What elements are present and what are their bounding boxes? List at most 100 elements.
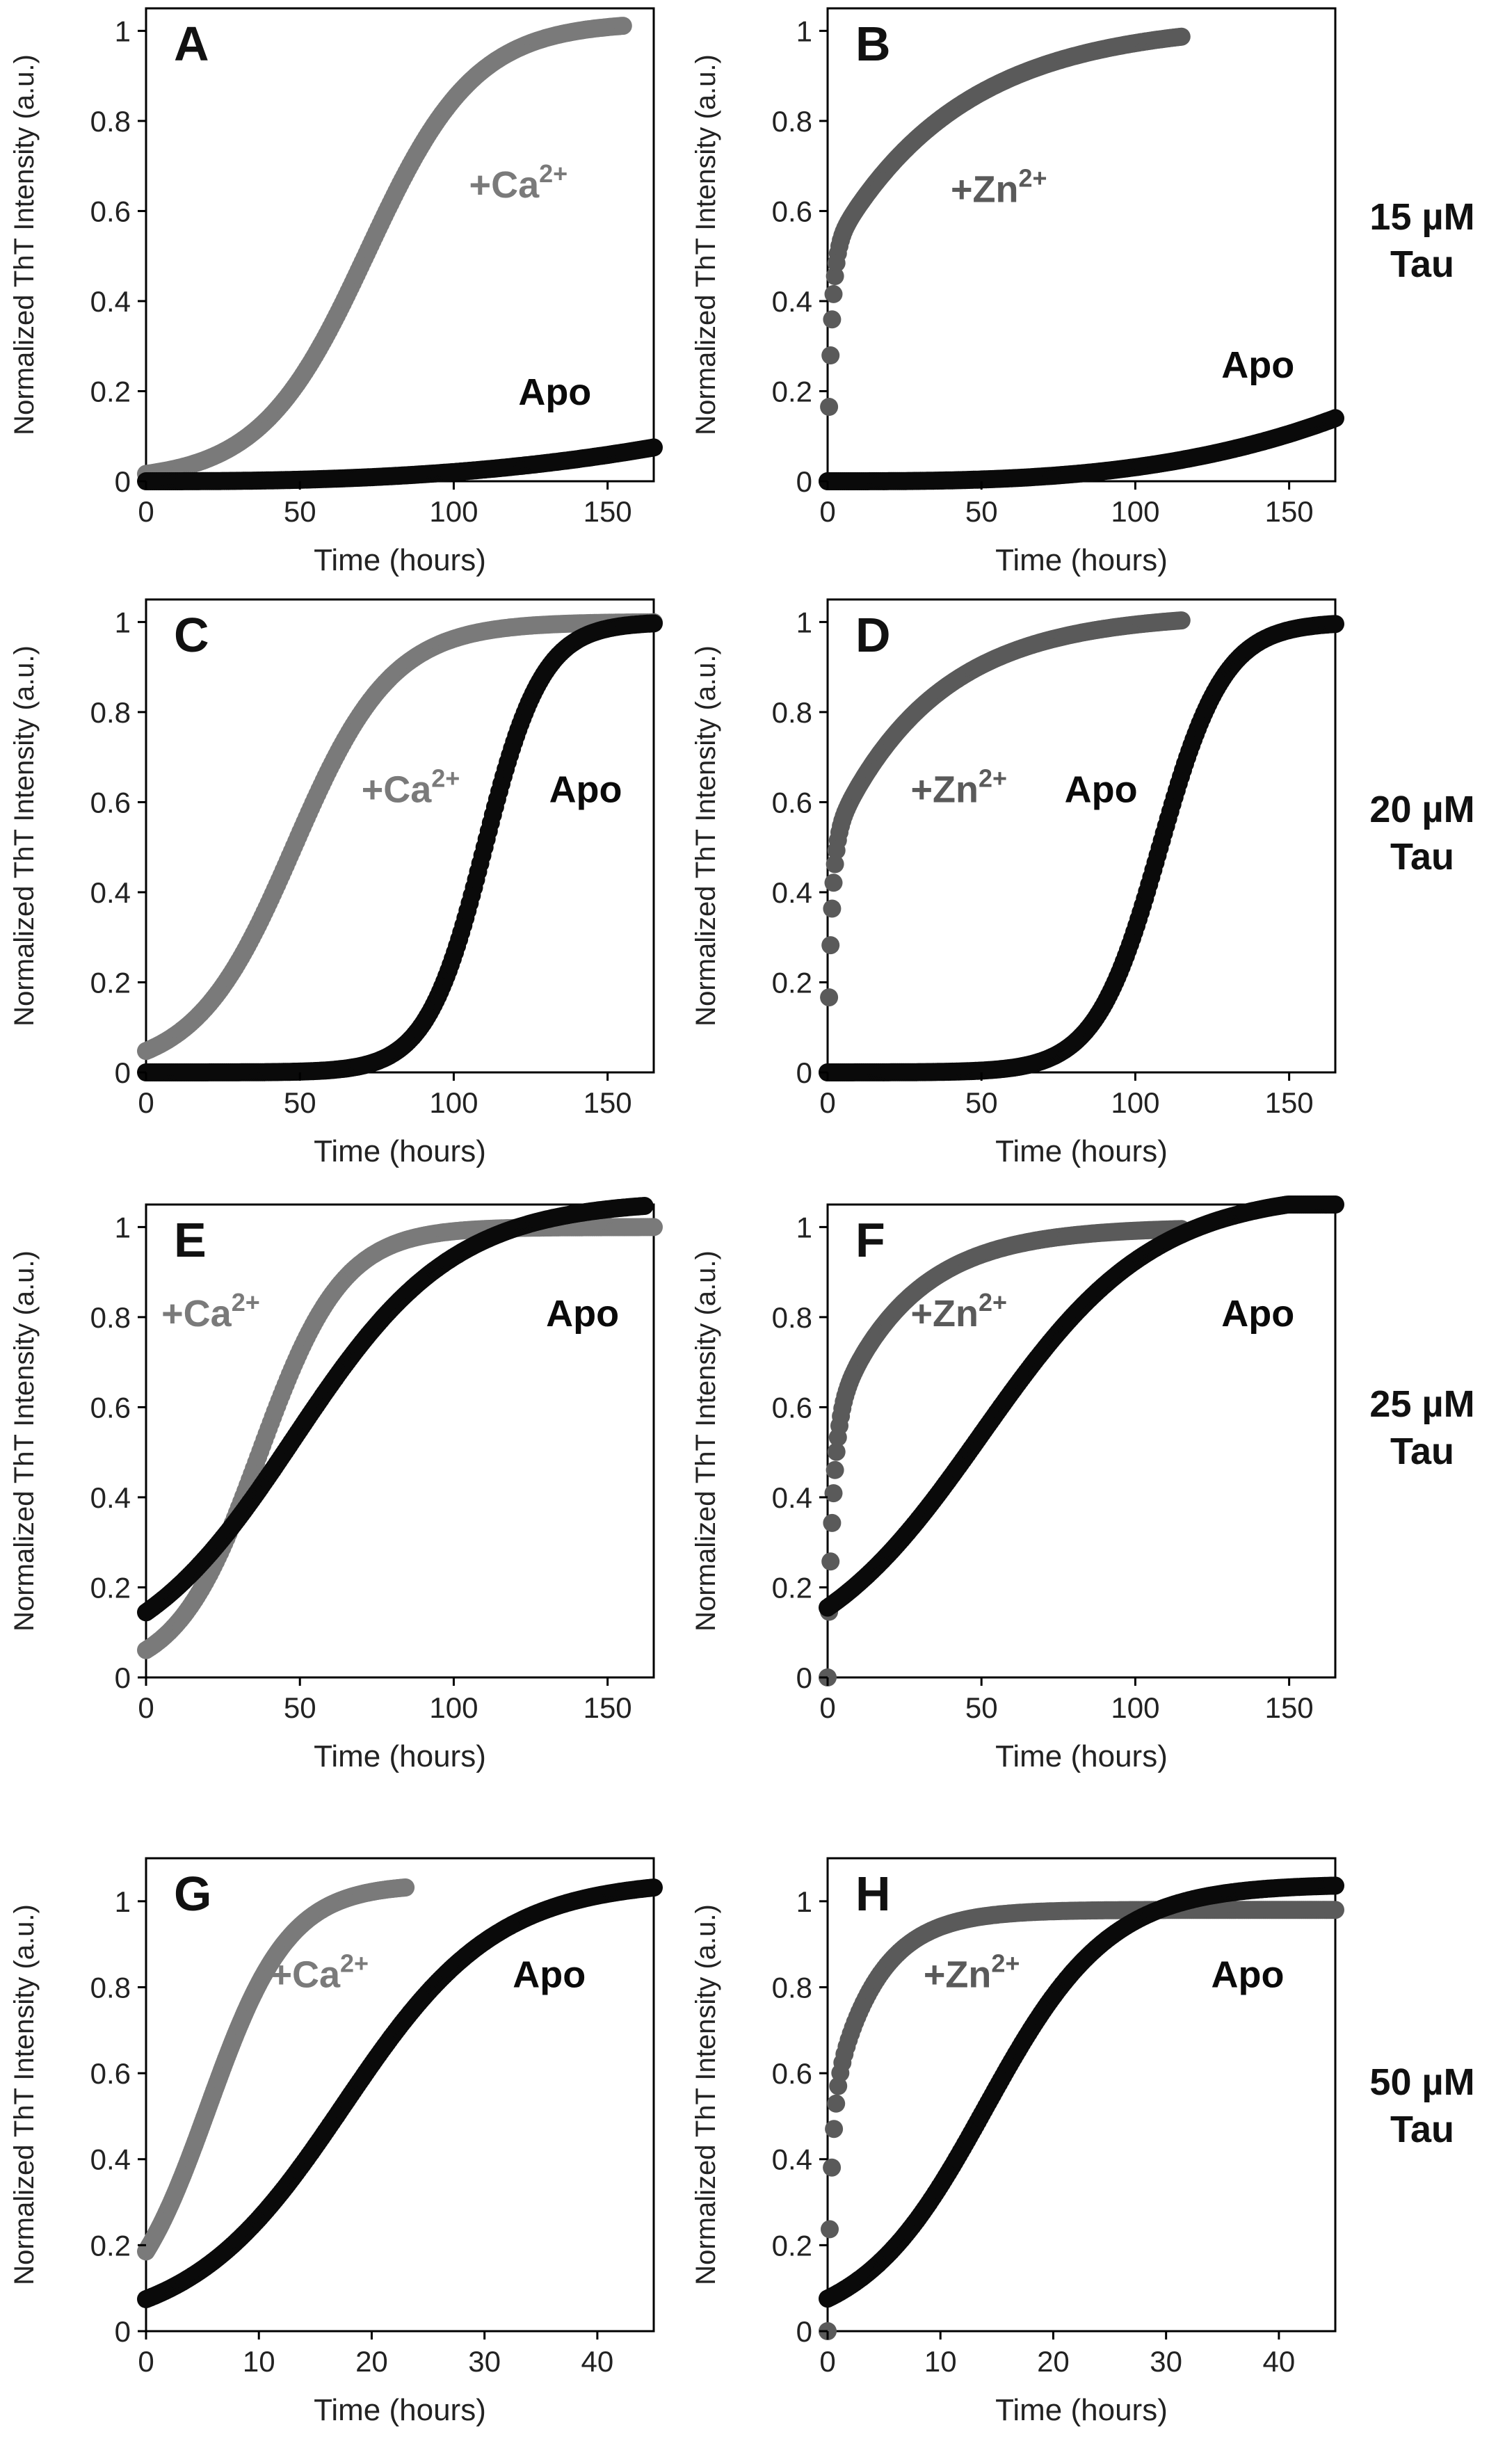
series-label: Apo — [1065, 768, 1138, 810]
panel-letter: G — [174, 1867, 211, 1921]
series-label: +Zn2+ — [924, 1949, 1020, 1995]
y-tick-label: 0 — [115, 1056, 131, 1089]
y-tick-label: 1 — [796, 1211, 812, 1243]
y-tick-label: 0.6 — [772, 1391, 812, 1424]
data-point — [821, 1552, 840, 1571]
data-point — [645, 438, 663, 457]
y-tick-label: 0 — [115, 2315, 131, 2348]
data-point — [820, 988, 839, 1007]
y-axis-title: Normalized ThT Intensity (a.u.) — [691, 1250, 721, 1632]
panel-A: 0 0.2 0.4 0.6 0.8 1 0 50 100 150 Time (hours) Norma… — [9, 7, 663, 577]
row-label-20uM: 20 µM Tau — [1356, 786, 1488, 880]
x-tick-label: 100 — [1111, 495, 1159, 528]
data-point — [826, 267, 844, 285]
panel-letter: H — [855, 1867, 891, 1921]
x-tick-label: 10 — [243, 2345, 275, 2378]
y-tick-label: 0.2 — [772, 2229, 812, 2262]
y-tick-label: 0.8 — [90, 105, 131, 138]
x-tick-label: 30 — [468, 2345, 501, 2378]
y-tick-label: 0.8 — [90, 696, 131, 729]
y-axis-title: Normalized ThT Intensity (a.u.) — [691, 645, 721, 1026]
x-axis-title: Time (hours) — [995, 2393, 1168, 2427]
y-tick-label: 1 — [115, 15, 131, 47]
panel-letter: B — [855, 17, 891, 71]
x-tick-label: 50 — [965, 495, 998, 528]
y-axis-title: Normalized ThT Intensity (a.u.) — [9, 1250, 40, 1632]
series-apo — [137, 614, 663, 1081]
x-tick-label: 20 — [1037, 2345, 1070, 2378]
y-tick-label: 1 — [115, 606, 131, 638]
x-tick-label: 20 — [355, 2345, 388, 2378]
series-label: Apo — [1221, 344, 1294, 386]
series-label: +Ca2+ — [161, 1288, 260, 1335]
x-tick-label: 100 — [429, 1086, 478, 1119]
x-tick-label: 50 — [284, 1086, 316, 1119]
data-point — [821, 936, 840, 955]
series-apo — [819, 1195, 1344, 1617]
data-point — [645, 1218, 663, 1237]
data-point — [1326, 409, 1344, 428]
data-point — [823, 310, 842, 329]
y-tick-label: 1 — [115, 1211, 131, 1243]
x-tick-label: 40 — [581, 2345, 614, 2378]
plot-frame — [826, 7, 1337, 483]
series-label: Apo — [518, 371, 591, 413]
panel-D: 0 0.2 0.4 0.6 0.8 1 0 50 100 150 Time (hours) Norma… — [691, 598, 1344, 1168]
x-tick-label: 0 — [138, 495, 154, 528]
series-label: Apo — [546, 1293, 619, 1335]
x-tick-label: 150 — [584, 495, 632, 528]
row-label-conc: 20 µM — [1369, 789, 1475, 830]
x-tick-label: 0 — [138, 1691, 154, 1724]
y-axis-title: Normalized ThT Intensity (a.u.) — [9, 54, 40, 435]
panel-letter: C — [174, 608, 209, 662]
x-tick-label: 150 — [1265, 1691, 1314, 1724]
x-tick-label: 0 — [819, 1691, 835, 1724]
x-tick-label: 0 — [819, 495, 835, 528]
y-tick-label: 0.8 — [90, 1971, 131, 2004]
series-apo — [819, 1876, 1344, 2308]
panel-B: 0 0.2 0.4 0.6 0.8 1 0 50 100 150 Time (hours) Norma… — [691, 7, 1344, 577]
x-tick-label: 0 — [138, 1086, 154, 1119]
y-tick-label: 0.2 — [772, 1571, 812, 1604]
y-tick-label: 0.2 — [90, 2229, 131, 2262]
x-axis-title: Time (hours) — [995, 543, 1168, 577]
x-axis-title: Time (hours) — [314, 2393, 486, 2427]
plot-frame — [826, 1203, 1337, 1679]
y-tick-label: 0.4 — [772, 1481, 812, 1514]
y-axis-title: Normalized ThT Intensity (a.u.) — [9, 645, 40, 1026]
panel-letter: A — [174, 17, 209, 71]
plot-frame — [826, 598, 1337, 1074]
data-point — [645, 1878, 663, 1897]
x-axis-title: Time (hours) — [314, 1739, 486, 1773]
x-tick-label: 30 — [1150, 2345, 1182, 2378]
y-tick-label: 1 — [796, 606, 812, 638]
panel-letter: E — [174, 1213, 207, 1267]
row-label-25uM: 25 µM Tau — [1356, 1380, 1488, 1475]
series-label: +Ca2+ — [469, 159, 568, 206]
y-tick-label: 0.2 — [772, 375, 812, 408]
x-tick-label: 100 — [1111, 1691, 1159, 1724]
data-point — [1326, 1901, 1344, 1919]
data-point — [1326, 1195, 1344, 1214]
series-label: Apo — [1221, 1293, 1294, 1335]
y-tick-label: 0.6 — [90, 195, 131, 227]
y-tick-label: 0.6 — [90, 786, 131, 819]
x-tick-label: 0 — [819, 2345, 835, 2378]
y-tick-label: 0.2 — [90, 375, 131, 408]
x-tick-label: 50 — [284, 1691, 316, 1724]
y-tick-label: 0 — [115, 465, 131, 498]
data-point — [825, 2120, 844, 2139]
series-label: Apo — [1212, 1954, 1285, 1995]
series-apo — [137, 1197, 654, 1622]
series-label: +Ca2+ — [270, 1949, 369, 1995]
data-point — [396, 1878, 415, 1897]
x-tick-label: 100 — [429, 495, 478, 528]
y-tick-label: 0.6 — [772, 2057, 812, 2090]
data-point — [645, 614, 663, 633]
series-label: Apo — [513, 1954, 586, 1995]
series-apo — [819, 409, 1344, 490]
y-tick-label: 0.4 — [90, 876, 131, 909]
data-point — [821, 2220, 839, 2239]
